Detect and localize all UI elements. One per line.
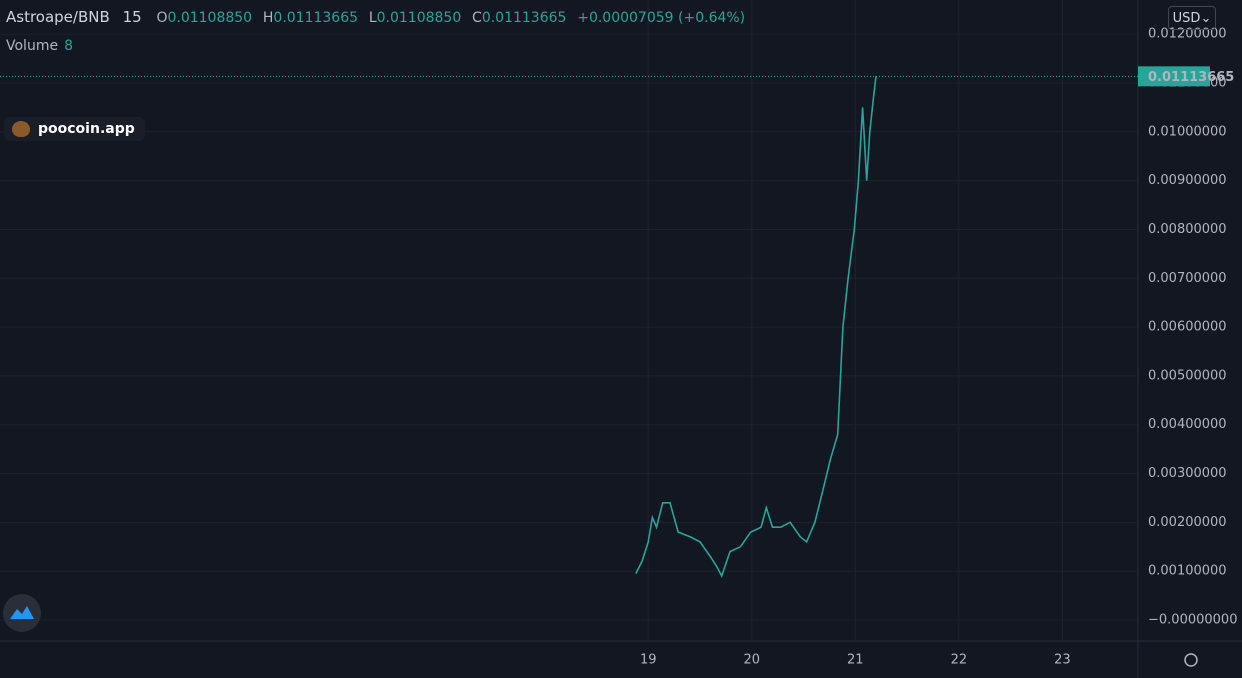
axes: −0.00000000 0.00100000 0.00200000 0.0030000… bbox=[640, 27, 1238, 668]
change: +0.00007059 (+0.64%) bbox=[577, 10, 746, 26]
volume-legend: Volume 8 bbox=[6, 38, 73, 54]
y-tick-label: 0.00600000 bbox=[1148, 320, 1227, 335]
volume-value: 8 bbox=[64, 38, 73, 54]
y-tick-label: 0.00900000 bbox=[1148, 173, 1227, 188]
y-tick-label: 0.01200000 bbox=[1148, 27, 1227, 42]
ohlc-key: O bbox=[156, 10, 168, 26]
y-tick-label: 0.00400000 bbox=[1148, 417, 1227, 432]
x-tick-label: 21 bbox=[847, 653, 864, 668]
tv-logo-icon bbox=[10, 606, 34, 619]
tv-logo[interactable] bbox=[3, 594, 41, 632]
y-tick-label: 0.00700000 bbox=[1148, 271, 1227, 286]
plot bbox=[0, 75, 1138, 579]
ohlc-key: C bbox=[472, 10, 482, 26]
y-tick-label: 0.00500000 bbox=[1148, 368, 1227, 383]
ohlc-value: 0.01113665 bbox=[273, 10, 359, 26]
ohlc-value: 0.01108850 bbox=[376, 10, 462, 26]
watermark-badge[interactable]: poocoin.app bbox=[4, 117, 145, 141]
ohlc-value: 0.01113665 bbox=[481, 10, 567, 26]
volume-label: Volume bbox=[6, 38, 59, 54]
x-tick-label: 19 bbox=[640, 653, 657, 668]
last-price-label: 0.01113665 bbox=[1148, 70, 1234, 85]
ohlc-key: L bbox=[368, 10, 377, 26]
y-tick-label: 0.01000000 bbox=[1148, 124, 1227, 139]
symbol: Astroape/BNB bbox=[6, 8, 110, 26]
currency: USD bbox=[1172, 10, 1201, 26]
poo-icon bbox=[12, 121, 30, 137]
ohlc-key: H bbox=[262, 10, 274, 26]
interval: 15 bbox=[122, 8, 142, 26]
x-tick-label: 23 bbox=[1054, 653, 1071, 668]
legend-header: Astroape/BNB 15 O0.01108850 H0.01113665 … bbox=[6, 8, 745, 26]
settings-icon[interactable] bbox=[1184, 653, 1198, 667]
last-price-tag bbox=[1138, 66, 1210, 87]
watermark-text: poocoin.app bbox=[38, 121, 135, 137]
currency-selector[interactable]: USD ⌄ bbox=[1168, 6, 1216, 30]
y-tick-label: 0.00200000 bbox=[1148, 515, 1227, 530]
x-tick-label: 22 bbox=[951, 653, 968, 668]
grid bbox=[0, 0, 1138, 640]
y-tick-label: 0.00800000 bbox=[1148, 222, 1227, 237]
x-tick-label: 20 bbox=[743, 653, 760, 668]
y-tick-label: 0.00300000 bbox=[1148, 466, 1227, 481]
price-line bbox=[635, 76, 877, 579]
ohlc-value: 0.01108850 bbox=[167, 10, 253, 26]
y-tick-label: −0.00000000 bbox=[1148, 612, 1237, 627]
y-tick-label: 0.00100000 bbox=[1148, 564, 1227, 579]
